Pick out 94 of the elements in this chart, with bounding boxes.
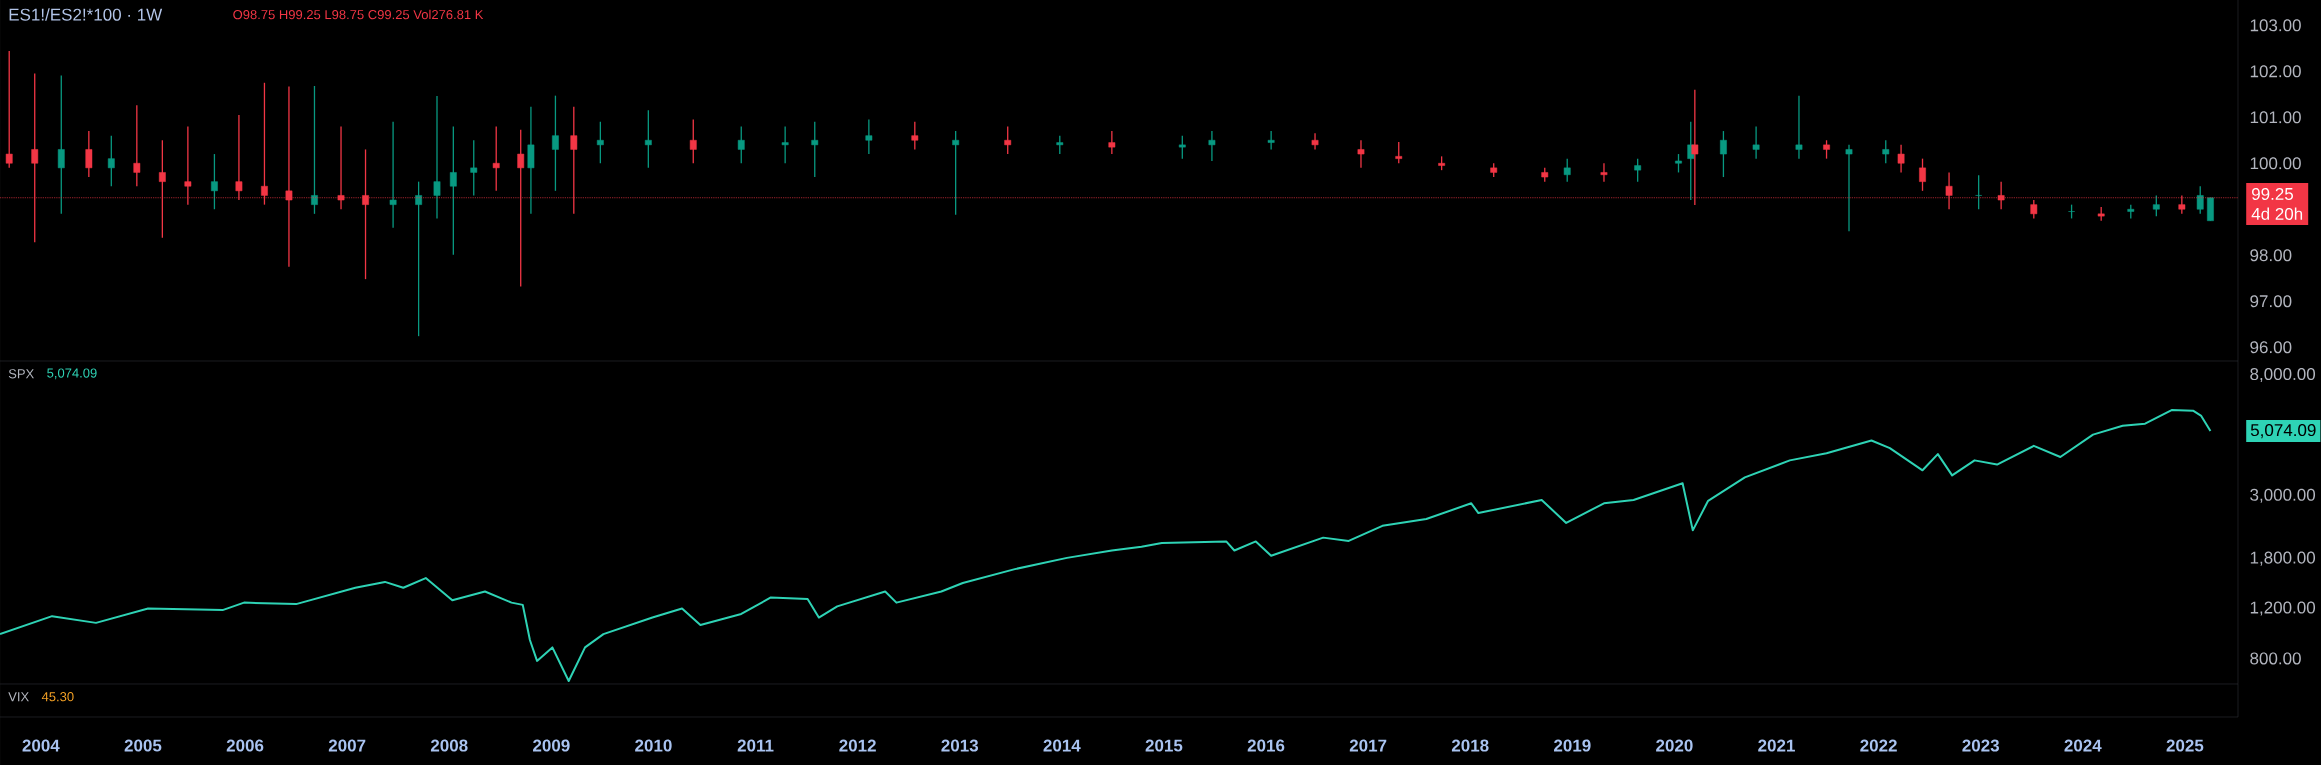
line-series (0, 409, 2212, 682)
candlestick (85, 130, 93, 178)
x-tick-label: 2010 (635, 739, 672, 752)
text: 4d 20h (2251, 207, 2303, 220)
x-tick-label: 2016 (1247, 739, 1285, 752)
x-tick-label: 2004 (22, 739, 60, 752)
annotation: 5,074.09 (47, 368, 97, 380)
x-tick-label: 2013 (941, 739, 979, 752)
y-tick-label: 800.00 (2250, 652, 2301, 665)
candlestick (2152, 194, 2160, 217)
candlestick (1178, 135, 1186, 160)
x-tick-label: 2021 (1758, 739, 1795, 752)
candlestick (492, 125, 500, 192)
candlestick (527, 106, 535, 215)
candlestick (1675, 153, 1682, 174)
x-tick-label: 2005 (124, 739, 162, 752)
x-tick-label: 2015 (1145, 739, 1183, 752)
x-tick-label: 2012 (839, 739, 876, 752)
candlestick (1056, 135, 1064, 155)
x-tick-label: 2019 (1554, 739, 1591, 752)
y-tick-label: 101.00 (2250, 111, 2301, 124)
candlestick (1897, 144, 1905, 174)
candlestick (1720, 130, 1727, 178)
text: O98.75 H99.25 L98.75 C99.25 Vol276.81 K (233, 9, 484, 20)
candlestick (1882, 139, 1890, 164)
candlestick (1823, 139, 1830, 160)
candlestick (644, 109, 652, 169)
candlestick (211, 153, 218, 210)
x-tick-label: 2022 (1860, 739, 1897, 752)
text: 45.30 (41, 692, 74, 702)
candlestick (470, 139, 478, 197)
x-tick-label: 2018 (1451, 739, 1489, 752)
candlestick (1634, 158, 1642, 183)
ref-line-label: 99.25 (2252, 187, 2294, 200)
chart-title: ES1!/ES2!*100 · 1W (9, 8, 163, 21)
candlestick (1975, 174, 1983, 210)
candlestick (1004, 125, 1012, 155)
candlestick (1563, 158, 1571, 183)
x-tick-label: 2011 (737, 739, 774, 752)
candlestick (952, 130, 960, 216)
candlestick (1845, 144, 1853, 232)
candlestick (1395, 141, 1403, 164)
candlestick (2196, 185, 2204, 215)
y-tick-label: 8,000.00 (2250, 368, 2316, 383)
x-tick-label: 2014 (1043, 739, 1081, 752)
x-tick-label: 2020 (1656, 739, 1693, 752)
candlestick (1311, 132, 1319, 151)
candlestick (781, 125, 789, 164)
candlestick (1919, 158, 1926, 192)
candlestick (811, 121, 819, 178)
candlestick (911, 121, 919, 151)
y-tick-label: 98.00 (2250, 249, 2292, 262)
candlestick (1267, 130, 1275, 151)
candlestick (107, 135, 115, 187)
candlestick (2030, 199, 2038, 220)
x-tick-label: 2006 (226, 739, 264, 752)
candlestick (133, 104, 141, 187)
x-tick-label: 2007 (328, 739, 366, 752)
x-tick-label: 2023 (1962, 739, 1999, 752)
candlestick (1108, 130, 1116, 155)
candlestick (1357, 139, 1365, 169)
y-tick-label: 103.00 (2250, 19, 2301, 32)
candlestick (389, 121, 397, 229)
candlestick (552, 95, 559, 192)
candlestick (689, 118, 697, 164)
y-tick-label: 1,200.00 (2250, 601, 2316, 616)
x-tick-label: 2024 (2064, 739, 2102, 752)
y-tick-label: 3,000.00 (2250, 488, 2316, 503)
x-tick-label: 2008 (430, 739, 468, 752)
candlestick (1208, 130, 1216, 162)
candlestick (737, 125, 745, 164)
chart-title: SPX (8, 369, 34, 379)
candlestick (2207, 197, 2214, 222)
candlestick (1752, 125, 1760, 160)
candlestick (1795, 95, 1803, 160)
candlestick (449, 125, 457, 256)
y-tick-label: 96.00 (2250, 341, 2292, 354)
text: VIX (8, 692, 29, 702)
candlestick (5, 50, 13, 169)
annotation: 5,074.09 (2250, 424, 2316, 439)
candlestick (311, 85, 318, 215)
candlestick (415, 180, 422, 337)
candlestick (433, 95, 441, 220)
x-tick-label: 2009 (533, 739, 570, 752)
y-tick-label: 100.00 (2250, 157, 2301, 170)
x-tick-label: 2017 (1349, 739, 1387, 752)
y-tick-label: 102.00 (2250, 65, 2301, 78)
candlestick (865, 118, 873, 155)
candlestick (1600, 162, 1608, 183)
y-tick-label: 97.00 (2250, 295, 2292, 308)
candlestick (596, 121, 604, 164)
candlestick (57, 74, 65, 215)
x-tick-label: 2025 (2166, 739, 2204, 752)
y-tick-label: 1,800.00 (2250, 551, 2316, 566)
